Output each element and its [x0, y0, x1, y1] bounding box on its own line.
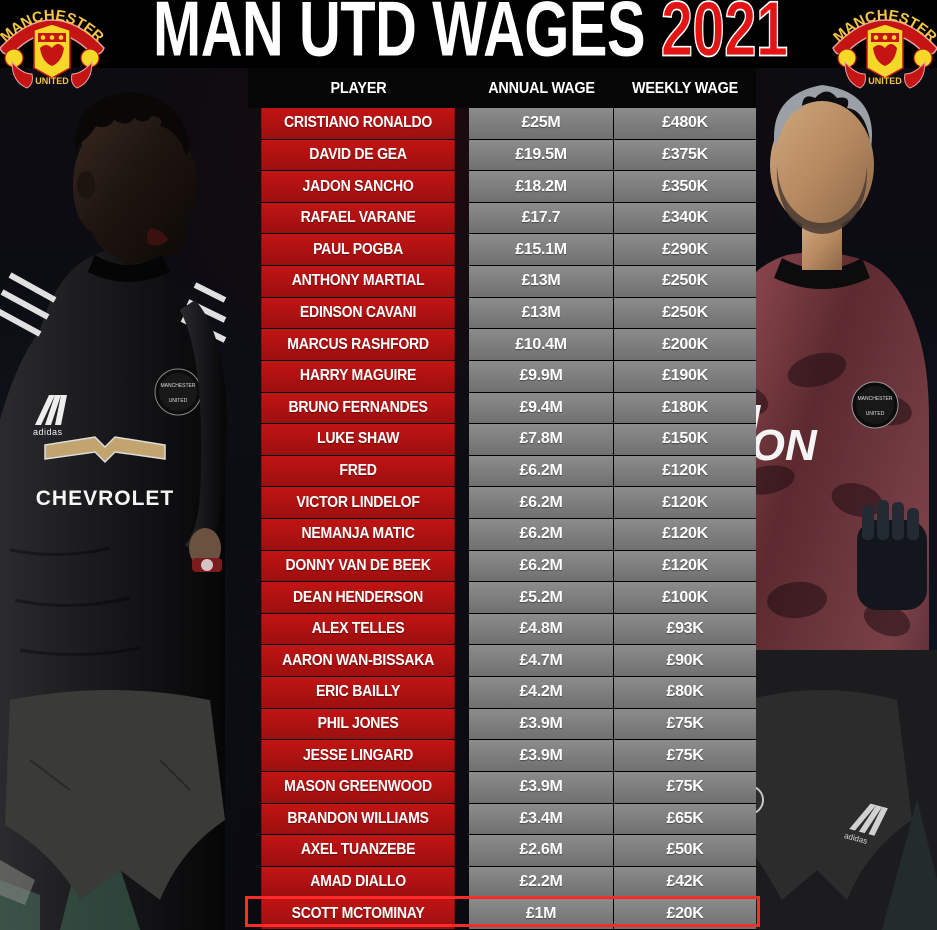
svg-text:UNITED: UNITED — [169, 398, 188, 404]
svg-text:UNITED: UNITED — [866, 411, 885, 417]
svg-text:adidas: adidas — [33, 427, 63, 437]
svg-text:MANCHESTER: MANCHESTER — [857, 396, 892, 402]
svg-text:MANCHESTER: MANCHESTER — [160, 383, 195, 389]
svg-text:CHEVROLET: CHEVROLET — [36, 487, 175, 510]
